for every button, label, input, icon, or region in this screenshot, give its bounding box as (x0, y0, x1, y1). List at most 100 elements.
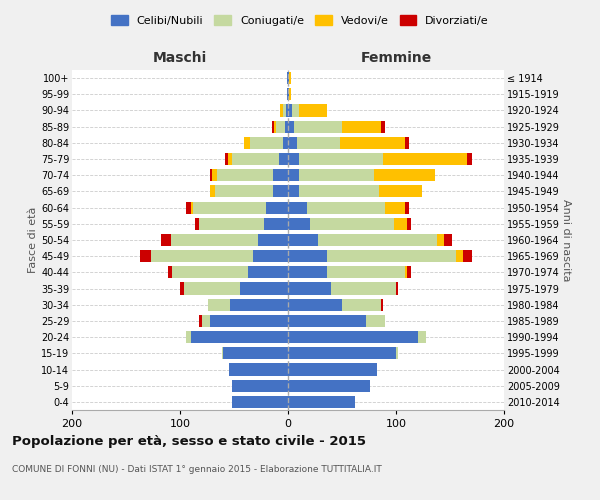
Bar (199, 315, 202, 327)
Bar (289, 72, 291, 84)
Bar (288, 331, 418, 343)
Bar (288, 104, 292, 117)
Bar (274, 120, 276, 132)
Bar (168, 266, 172, 278)
Bar (288, 186, 299, 198)
Bar (151, 250, 253, 262)
Bar (283, 104, 286, 117)
Bar (385, 202, 404, 213)
Bar (287, 88, 288, 101)
Bar (457, 250, 463, 262)
Text: Popolazione per età, sesso e stato civile - 2015: Popolazione per età, sesso e stato civil… (12, 435, 366, 448)
Bar (286, 104, 288, 117)
Bar (217, 169, 273, 181)
Bar (193, 202, 266, 213)
Bar (210, 186, 215, 198)
Bar (288, 88, 289, 101)
Bar (288, 218, 310, 230)
Bar (288, 266, 327, 278)
Bar (404, 266, 407, 278)
Bar (396, 282, 398, 294)
Y-axis label: Anni di nascita: Anni di nascita (561, 198, 571, 281)
Bar (467, 153, 472, 165)
Text: COMUNE DI FONNI (NU) - Dati ISTAT 1° gennaio 2015 - Elaborazione TUTTITALIA.IT: COMUNE DI FONNI (NU) - Dati ISTAT 1° gen… (12, 465, 382, 474)
Bar (374, 169, 435, 181)
Bar (407, 218, 411, 230)
Bar (295, 120, 342, 132)
Bar (288, 364, 377, 376)
Bar (288, 298, 342, 311)
Bar (287, 72, 288, 84)
Bar (250, 137, 283, 149)
Bar (418, 331, 426, 343)
Bar (296, 137, 340, 149)
Y-axis label: Fasce di età: Fasce di età (28, 207, 38, 273)
Bar (210, 315, 288, 327)
Bar (299, 186, 379, 198)
Bar (180, 282, 184, 294)
Bar (307, 202, 385, 213)
Bar (184, 282, 241, 294)
Bar (264, 218, 288, 230)
Bar (327, 266, 404, 278)
Bar (208, 298, 230, 311)
Bar (258, 234, 288, 246)
Bar (288, 153, 299, 165)
Bar (463, 250, 472, 262)
Bar (299, 153, 383, 165)
Text: Femmine: Femmine (361, 51, 431, 65)
Bar (437, 234, 443, 246)
Bar (288, 380, 370, 392)
Bar (340, 137, 404, 149)
Bar (244, 137, 250, 149)
Bar (288, 202, 307, 213)
Bar (288, 282, 331, 294)
Bar (232, 380, 288, 392)
Bar (248, 266, 288, 278)
Bar (212, 169, 217, 181)
Bar (253, 250, 288, 262)
Bar (172, 234, 258, 246)
Bar (280, 104, 283, 117)
Text: Maschi: Maschi (153, 51, 207, 65)
Bar (285, 120, 288, 132)
Bar (288, 169, 299, 181)
Bar (366, 315, 385, 327)
Bar (396, 348, 398, 360)
Bar (266, 202, 288, 213)
Bar (381, 120, 385, 132)
Bar (288, 250, 327, 262)
Bar (191, 202, 193, 213)
Bar (222, 348, 223, 360)
Bar (230, 298, 288, 311)
Bar (342, 298, 381, 311)
Bar (187, 202, 191, 213)
Bar (232, 153, 280, 165)
Bar (273, 186, 288, 198)
Bar (310, 218, 394, 230)
Bar (172, 266, 248, 278)
Bar (331, 282, 396, 294)
Bar (288, 396, 355, 408)
Bar (223, 348, 288, 360)
Bar (283, 137, 288, 149)
Bar (187, 331, 191, 343)
Bar (227, 153, 232, 165)
Bar (407, 266, 411, 278)
Bar (299, 169, 374, 181)
Bar (394, 218, 407, 230)
Bar (288, 234, 318, 246)
Bar (318, 234, 437, 246)
Bar (191, 331, 288, 343)
Bar (381, 298, 383, 311)
Bar (404, 202, 409, 213)
Bar (280, 153, 288, 165)
Bar (273, 169, 288, 181)
Bar (342, 120, 381, 132)
Bar (195, 218, 199, 230)
Legend: Celibi/Nubili, Coniugati/e, Vedovi/e, Divorziati/e: Celibi/Nubili, Coniugati/e, Vedovi/e, Di… (107, 10, 493, 30)
Bar (289, 88, 291, 101)
Bar (199, 218, 264, 230)
Bar (288, 315, 366, 327)
Bar (140, 250, 151, 262)
